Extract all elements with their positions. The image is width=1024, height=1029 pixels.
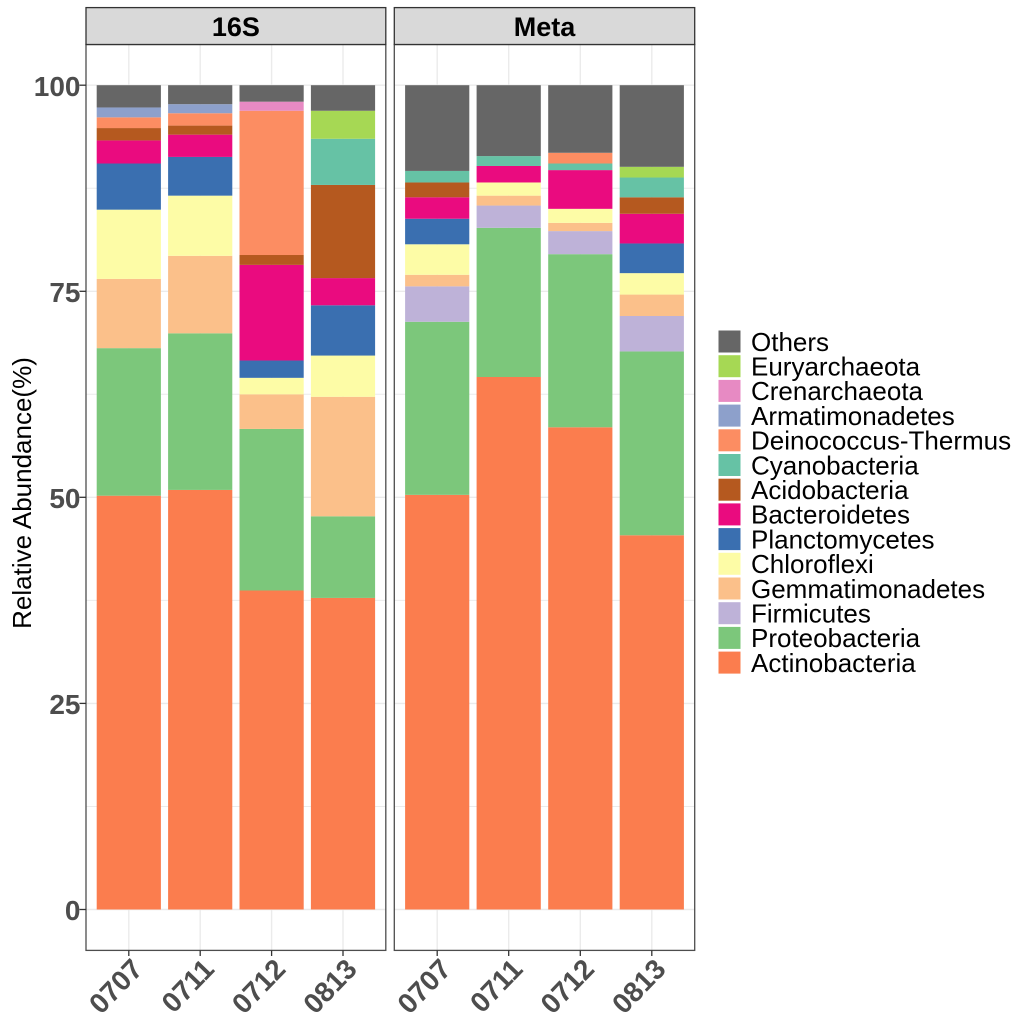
svg-text:Actinobacteria: Actinobacteria	[751, 648, 916, 678]
svg-text:0: 0	[65, 895, 81, 926]
svg-text:Meta: Meta	[514, 12, 576, 42]
svg-text:75: 75	[49, 277, 80, 308]
svg-text:Proteobacteria: Proteobacteria	[751, 623, 921, 653]
svg-text:Euryarchaeota: Euryarchaeota	[751, 352, 921, 382]
svg-text:Bacteroidetes: Bacteroidetes	[751, 500, 910, 530]
svg-text:Acidobacteria: Acidobacteria	[751, 475, 909, 505]
svg-text:Cyanobacteria: Cyanobacteria	[751, 450, 919, 480]
svg-text:Chloroflexi: Chloroflexi	[751, 549, 874, 579]
svg-text:Planctomycetes: Planctomycetes	[751, 524, 935, 554]
svg-text:Relative Abundance(%): Relative Abundance(%)	[7, 357, 37, 629]
svg-text:16S: 16S	[212, 12, 260, 42]
svg-text:Firmicutes: Firmicutes	[751, 599, 871, 629]
svg-text:50: 50	[49, 483, 80, 514]
svg-text:100: 100	[34, 71, 81, 102]
svg-text:Armatimonadetes: Armatimonadetes	[751, 401, 955, 431]
svg-text:Gemmatimonadetes: Gemmatimonadetes	[751, 574, 985, 604]
svg-text:25: 25	[49, 689, 80, 720]
svg-text:Deinococcus-Thermus: Deinococcus-Thermus	[751, 426, 1011, 456]
svg-text:Crenarchaeota: Crenarchaeota	[751, 376, 924, 406]
svg-text:Others: Others	[751, 327, 829, 357]
